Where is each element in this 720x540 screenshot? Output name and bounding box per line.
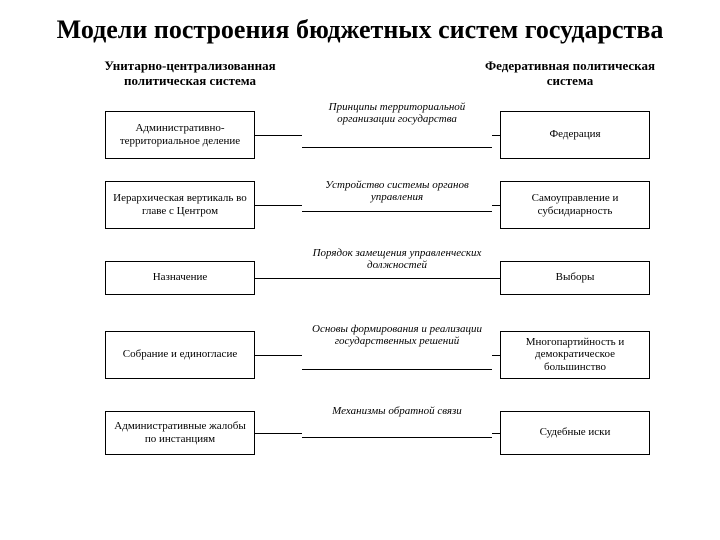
- left-column-header: Унитарно-централизованная политическая с…: [90, 59, 290, 89]
- center-label-row4: Основы формирования и реализации государ…: [302, 323, 492, 348]
- connector-row4-left: [255, 355, 302, 356]
- connector-row2-left: [255, 205, 302, 206]
- connector-row3-right: [492, 278, 500, 279]
- diagram-area: Унитарно-централизованная политическая с…: [0, 51, 720, 511]
- connector-row3-under: [302, 278, 492, 279]
- center-label-row1: Принципы территориальной организации гос…: [302, 101, 492, 126]
- left-box-row2: Иерархическая вертикаль во главе с Центр…: [105, 181, 255, 229]
- connector-row2-right: [492, 205, 500, 206]
- connector-row3-left: [255, 278, 302, 279]
- right-box-row2: Самоуправление и субсидиарность: [500, 181, 650, 229]
- right-box-row5: Судебные иски: [500, 411, 650, 455]
- connector-row1-left: [255, 135, 302, 136]
- connector-row5-right: [492, 433, 500, 434]
- right-column-header: Федеративная политическая система: [470, 59, 670, 89]
- page-title: Модели построения бюджетных систем госуд…: [0, 0, 720, 51]
- center-label-row2: Устройство системы органов управления: [302, 179, 492, 204]
- connector-row5-under: [302, 437, 492, 438]
- connector-row1-right: [492, 135, 500, 136]
- left-box-row5: Административные жалобы по инстанциям: [105, 411, 255, 455]
- left-box-row1: Административно-территориальное деление: [105, 111, 255, 159]
- right-box-row3: Выборы: [500, 261, 650, 295]
- left-box-row4: Собрание и единогласие: [105, 331, 255, 379]
- right-box-row1: Федерация: [500, 111, 650, 159]
- connector-row5-left: [255, 433, 302, 434]
- left-box-row3: Назначение: [105, 261, 255, 295]
- connector-row4-under: [302, 369, 492, 370]
- connector-row4-right: [492, 355, 500, 356]
- connector-row1-under: [302, 147, 492, 148]
- right-box-row4: Многопартийность и демократическое больш…: [500, 331, 650, 379]
- connector-row2-under: [302, 211, 492, 212]
- center-label-row5: Механизмы обратной связи: [302, 405, 492, 418]
- center-label-row3: Порядок замещения управленческих должнос…: [302, 247, 492, 272]
